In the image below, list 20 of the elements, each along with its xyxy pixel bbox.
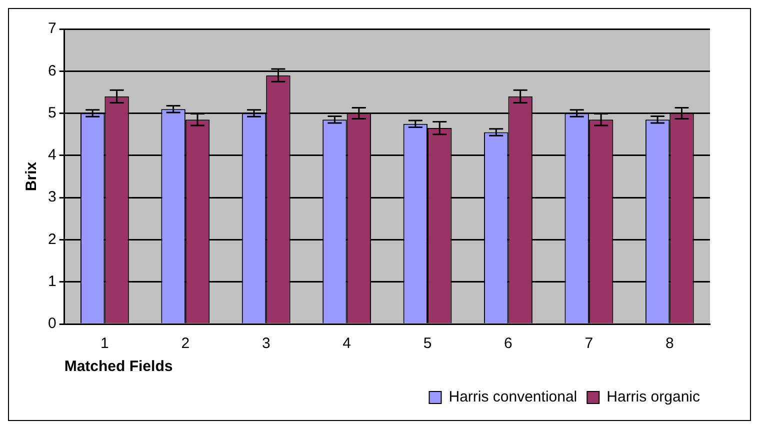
x-tick-label: 1 (100, 335, 109, 352)
legend-label: Harris organic (606, 388, 700, 406)
y-tick-label: 5 (48, 104, 56, 122)
x-tick-label: 5 (423, 335, 432, 352)
x-tick-label: 6 (504, 335, 512, 352)
y-tick-label: 4 (48, 146, 56, 164)
x-tick-label: 3 (262, 335, 270, 352)
y-tick-label: 3 (48, 188, 56, 206)
y-tick-label: 1 (48, 273, 56, 290)
legend-label: Harris conventional (448, 388, 578, 406)
y-tick-label: 7 (48, 20, 56, 38)
y-tick-label: 0 (48, 315, 56, 332)
x-tick-label: 2 (181, 335, 190, 352)
x-tick-label: 8 (665, 335, 674, 352)
y-tick-label: 6 (48, 62, 56, 80)
x-axis-title: Matched Fields (64, 358, 173, 376)
y-axis-title: Brix (23, 161, 40, 192)
y-tick-label: 2 (48, 230, 56, 248)
x-tick-label: 4 (342, 335, 351, 352)
x-tick-label: 7 (584, 335, 594, 352)
